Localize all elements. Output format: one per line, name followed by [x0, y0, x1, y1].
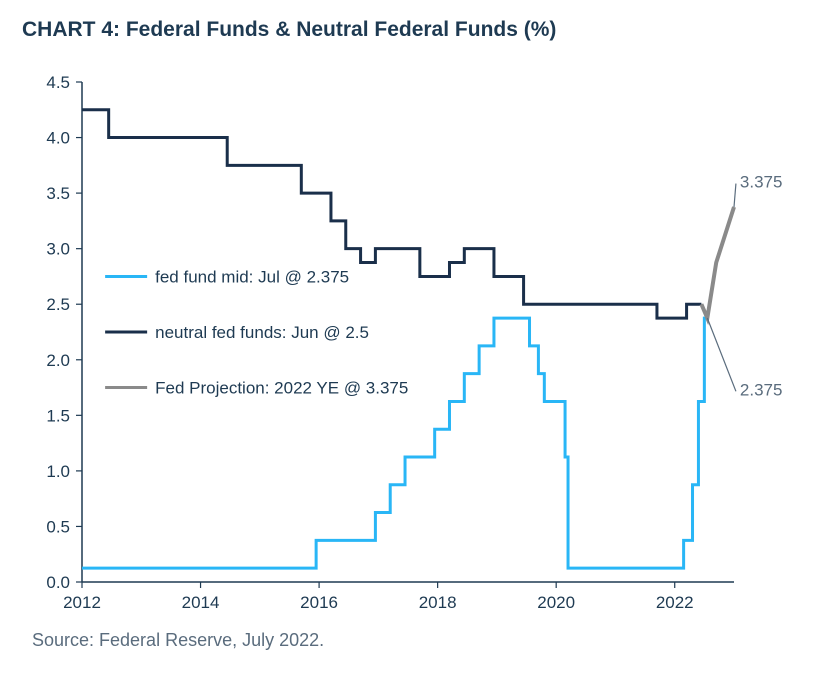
x-tick-label: 2018	[419, 593, 457, 612]
x-tick-label: 2020	[537, 593, 575, 612]
y-tick-label: 0.0	[46, 573, 70, 592]
y-tick-label: 0.5	[46, 517, 70, 536]
series-neutral_fed_funds	[82, 110, 701, 318]
chart-svg: 0.0 0.5 1.0 1.5 2.0 2.5 3.0 3.5 4.0 4.5 2012 2014 20…	[32, 72, 812, 622]
y-tick-label: 2.5	[46, 295, 70, 314]
legend-label: fed fund mid: Jul @ 2.375	[155, 267, 349, 286]
x-tick-label: 2012	[63, 593, 101, 612]
legend-label: Fed Projection: 2022 YE @ 3.375	[155, 379, 408, 398]
end-label: 3.375	[740, 173, 783, 192]
y-tick-label: 4.0	[46, 129, 70, 148]
series-fed_fund_mid	[82, 318, 707, 568]
x-tick-label: 2022	[656, 593, 694, 612]
y-tick-label: 3.5	[46, 184, 70, 203]
end-label: 2.375	[740, 380, 783, 399]
x-tick-label: 2014	[182, 593, 220, 612]
callout-line	[734, 184, 736, 207]
series-fed_projection	[701, 207, 734, 318]
callout-line	[707, 318, 736, 391]
y-tick-label: 3.0	[46, 240, 70, 259]
y-tick-label: 1.5	[46, 406, 70, 425]
y-tick-label: 4.5	[46, 73, 70, 92]
y-tick-label: 2.0	[46, 351, 70, 370]
y-tick-label: 1.0	[46, 462, 70, 481]
chart-title: CHART 4: Federal Funds & Neutral Federal…	[22, 18, 814, 42]
x-tick-label: 2016	[300, 593, 338, 612]
chart-area: 0.0 0.5 1.0 1.5 2.0 2.5 3.0 3.5 4.0 4.5 2012 2014 20…	[32, 72, 812, 622]
chart-source: Source: Federal Reserve, July 2022.	[32, 630, 814, 651]
legend-label: neutral fed funds: Jun @ 2.5	[155, 323, 369, 342]
